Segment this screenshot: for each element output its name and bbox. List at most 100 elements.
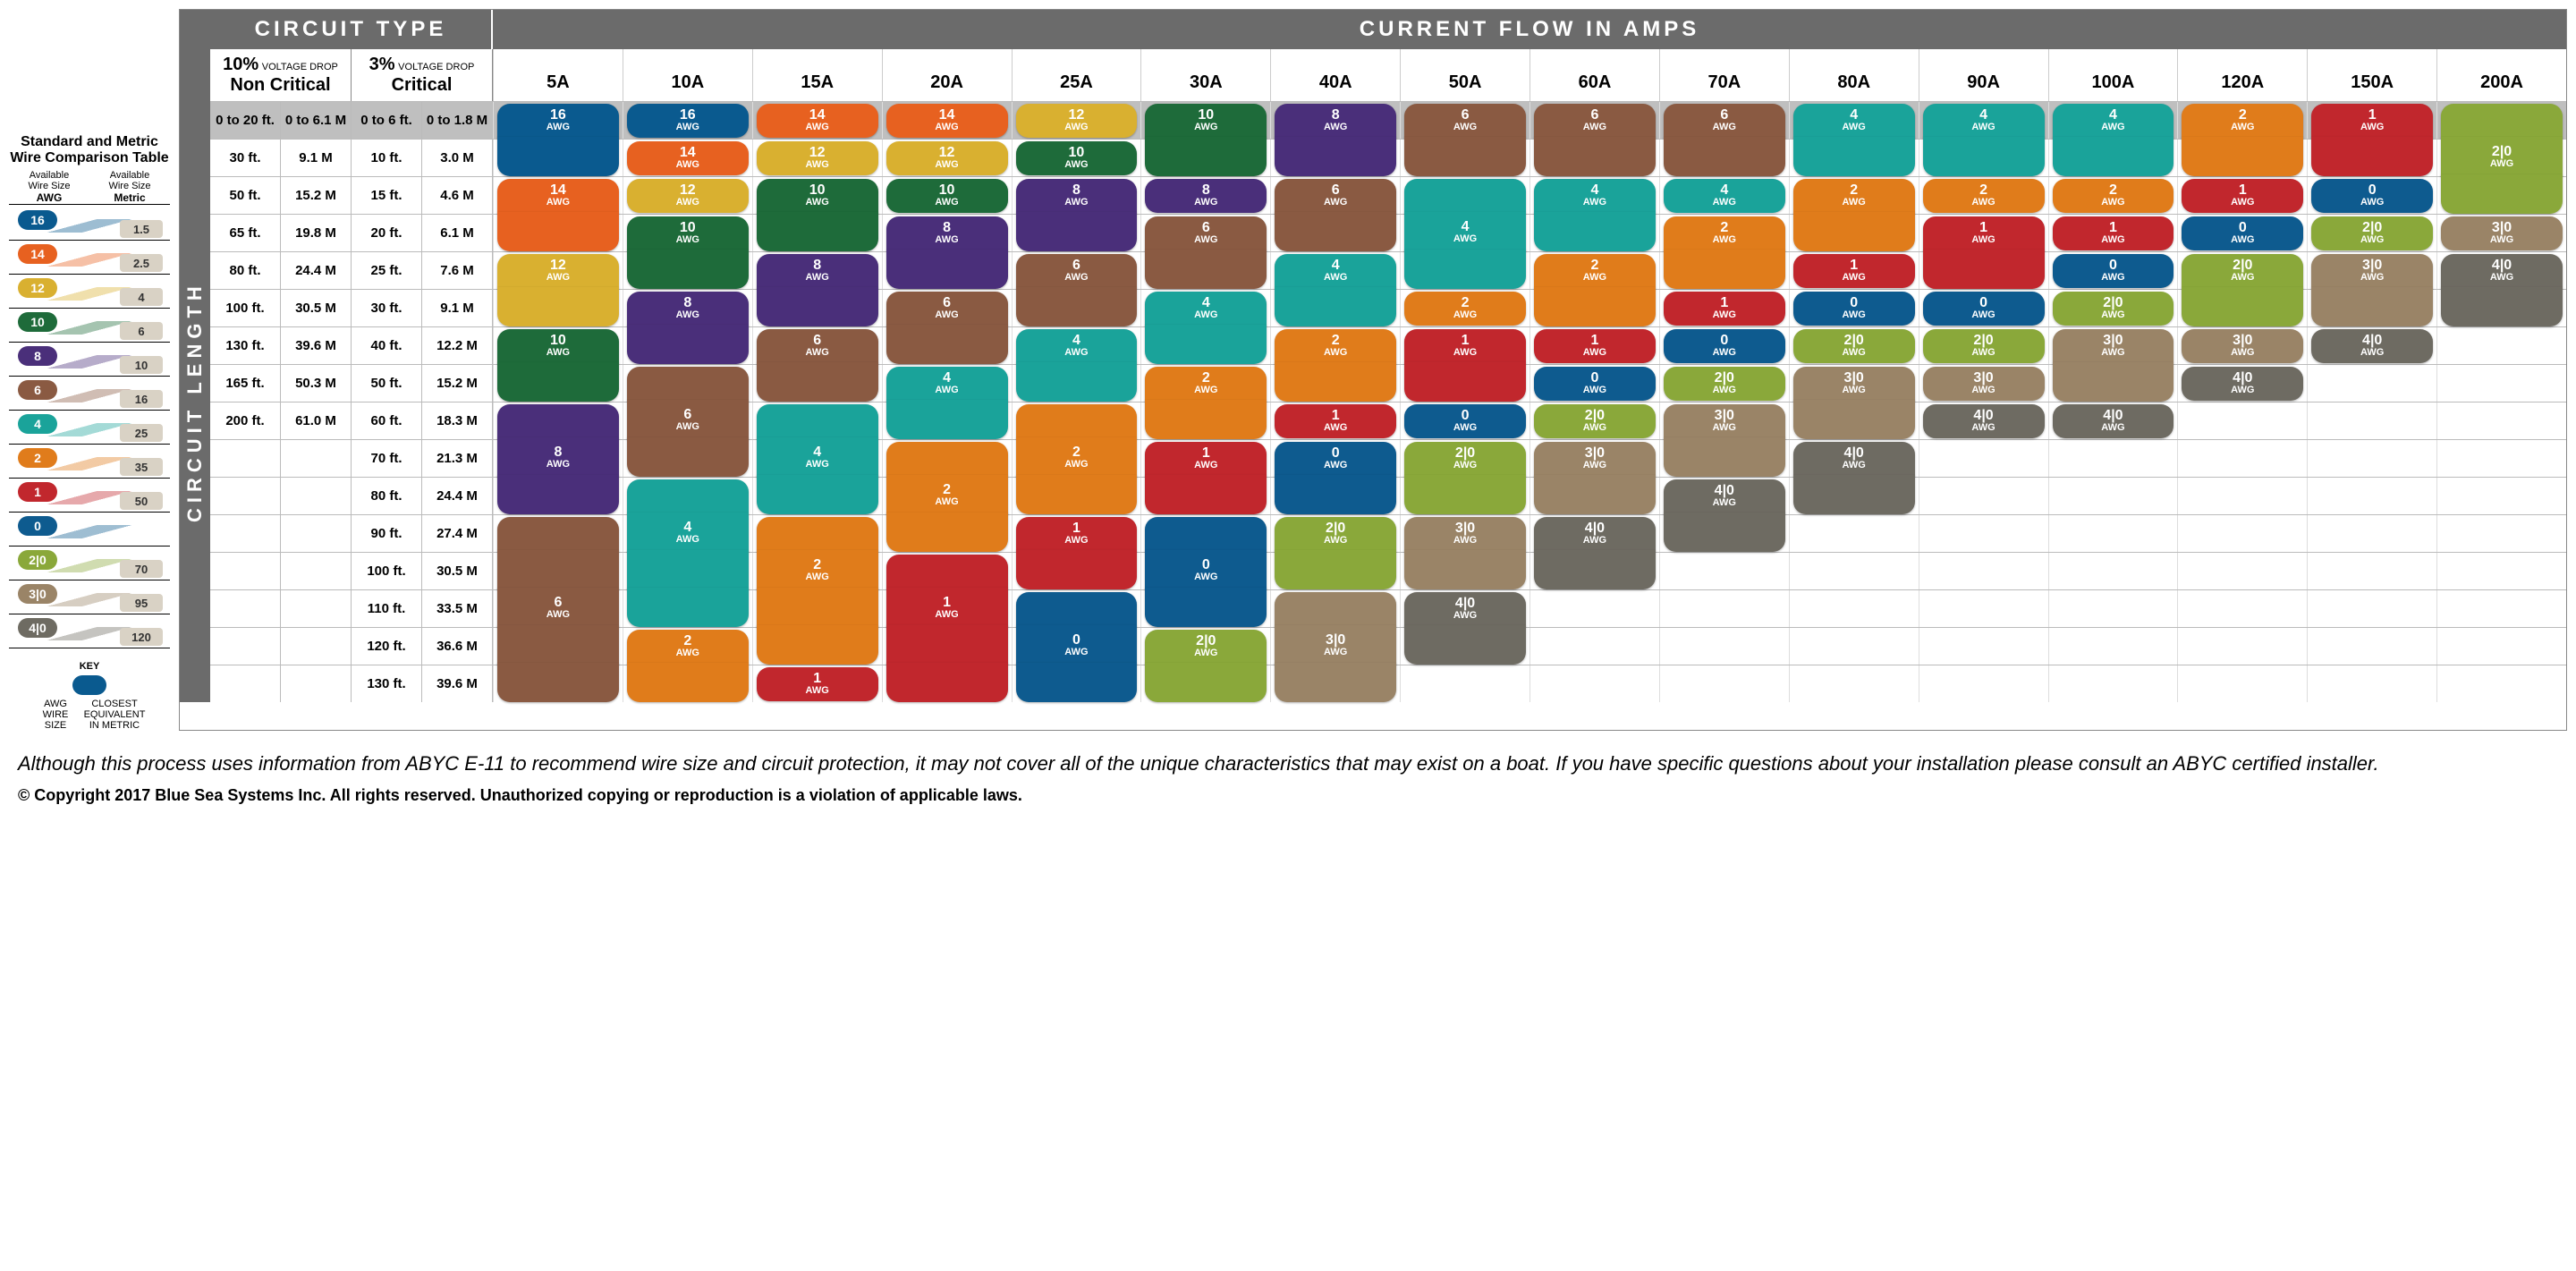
wire-cell [2436,177,2566,214]
wire-cell [1400,628,1530,665]
wire-cell: 4AWG [1530,177,1659,214]
metric-chip: 120 [120,628,163,646]
wire-cell: 14AWG [882,102,1012,139]
wire-pill: 4AWG [886,367,1008,401]
wire-pill [497,625,619,665]
amp-header: 100A [2048,49,2178,101]
wire-pill: 2AWG [1404,292,1526,326]
copyright: © Copyright 2017 Blue Sea Systems Inc. A… [0,781,2576,818]
footnote: Although this process uses information f… [0,740,2576,781]
wire-cell [1270,590,1400,627]
length-cell: 120 ft. [352,628,422,665]
wire-pill [1275,475,1396,514]
awg-chip: 6 [18,380,57,400]
length-cell: 15 ft. [352,177,422,214]
wire-cell: 8AWG [1140,177,1270,214]
wire-pill [2053,362,2174,402]
wire-pill: 0AWG [1534,367,1656,401]
wire-cell [493,515,623,552]
wire-pill: 2|0AWG [2441,137,2563,176]
wire-cell [1659,590,1789,627]
wire-pill [1534,287,1656,326]
legend-row: 8 10 [9,343,170,377]
wire-cell [1659,665,1789,702]
wire-cell: 0AWG [1789,290,1919,326]
length-cell: 200 ft. [210,402,281,439]
wire-cell [493,628,623,665]
wire-pill: 2|0AWG [1793,329,1915,363]
wire-pill [1016,287,1138,326]
wire-cell [752,590,882,627]
wire-pill: 10AWG [1145,104,1267,138]
wire-cell [623,327,752,364]
wire-cell [1789,215,1919,251]
wire-pill: 10AWG [497,329,619,363]
length-cell: 90 ft. [352,515,422,552]
table-row: 80 ft.24.4 M25 ft.7.6 M12AWG8AWG6AWG4AWG… [210,251,2566,289]
wire-cell [882,252,1012,289]
wire-cell [752,628,882,665]
awg-chip: 4 [18,414,57,434]
wire-pill [886,513,1008,552]
wire-cell [752,402,882,439]
wire-cell [882,665,1012,702]
wire-pill: 4AWG [757,437,878,477]
wire-pill [497,287,619,326]
wire-pill: 4|0AWG [1534,517,1656,551]
wire-pill: 1AWG [1793,254,1915,288]
wire-cell [493,553,623,589]
wire-cell: 12AWG [1012,102,1141,139]
wire-cell: 3|0AWG [2177,327,2307,364]
wire-pill: 14AWG [757,104,878,138]
wire-cell [1270,665,1400,702]
legend-column-headers: Available Wire Size AWG Available Wire S… [9,170,170,205]
wire-cell [2436,478,2566,514]
wire-cell: 2AWG [752,553,882,589]
wire-cell [1400,140,1530,176]
length-cell: 70 ft. [352,440,422,477]
wire-cell [2177,140,2307,176]
wire-cell: 6AWG [623,402,752,439]
wire-pill: 6AWG [1664,104,1785,138]
wire-cell [752,290,882,326]
wire-pill: 2|0AWG [2182,254,2303,288]
length-cell: 165 ft. [210,365,281,402]
wire-cell [1530,140,1659,176]
wire-pill: 8AWG [1275,104,1396,138]
wire-pill [627,479,749,513]
wire-cell: 4|0AWG [1919,402,2048,439]
metric-chip: 2.5 [120,254,163,272]
wire-cell: 2AWG [2177,102,2307,139]
length-cell: 30.5 M [422,553,493,589]
wire-pill: 1AWG [1404,329,1526,363]
length-cell: 39.6 M [281,327,352,364]
table-row: 30 ft.9.1 M10 ft.3.0 M14AWG12AWG12AWG10A… [210,139,2566,176]
wire-pill: 1AWG [2311,104,2433,138]
wire-pill: 8AWG [886,216,1008,250]
wire-pill: 4|0AWG [1923,404,2045,438]
wire-cell [1400,665,1530,702]
wire-pill [1534,475,1656,514]
wire-cell: 2|0AWG [1400,440,1530,477]
wire-cell [1140,140,1270,176]
wire-pill: 1AWG [1923,216,2045,250]
wire-cell: 16AWG [493,102,623,139]
legend-row: 4|0 120 [9,614,170,648]
wire-pill: 4AWG [1923,104,2045,138]
wire-pill: 2|0AWG [1664,367,1785,401]
length-cell: 19.8 M [281,215,352,251]
wire-cell [1270,365,1400,402]
awg-chip: 8 [18,346,57,366]
amp-header: 70A [1659,49,1789,101]
wire-pill: 4AWG [1404,212,1526,251]
wire-pill: 1AWG [1145,442,1267,476]
wire-pill: 4|0AWG [1404,592,1526,626]
table-row: 0 to 20 ft.0 to 6.1 M0 to 6 ft.0 to 1.8 … [210,101,2566,139]
wire-cell [1140,402,1270,439]
wire-cell [1270,553,1400,589]
table-row: 130 ft.39.6 M1AWG [210,665,2566,702]
wire-cell [1530,628,1659,665]
awg-chip: 16 [18,210,57,230]
wire-cell: 0AWG [1919,290,2048,326]
wire-cell [1659,553,1789,589]
